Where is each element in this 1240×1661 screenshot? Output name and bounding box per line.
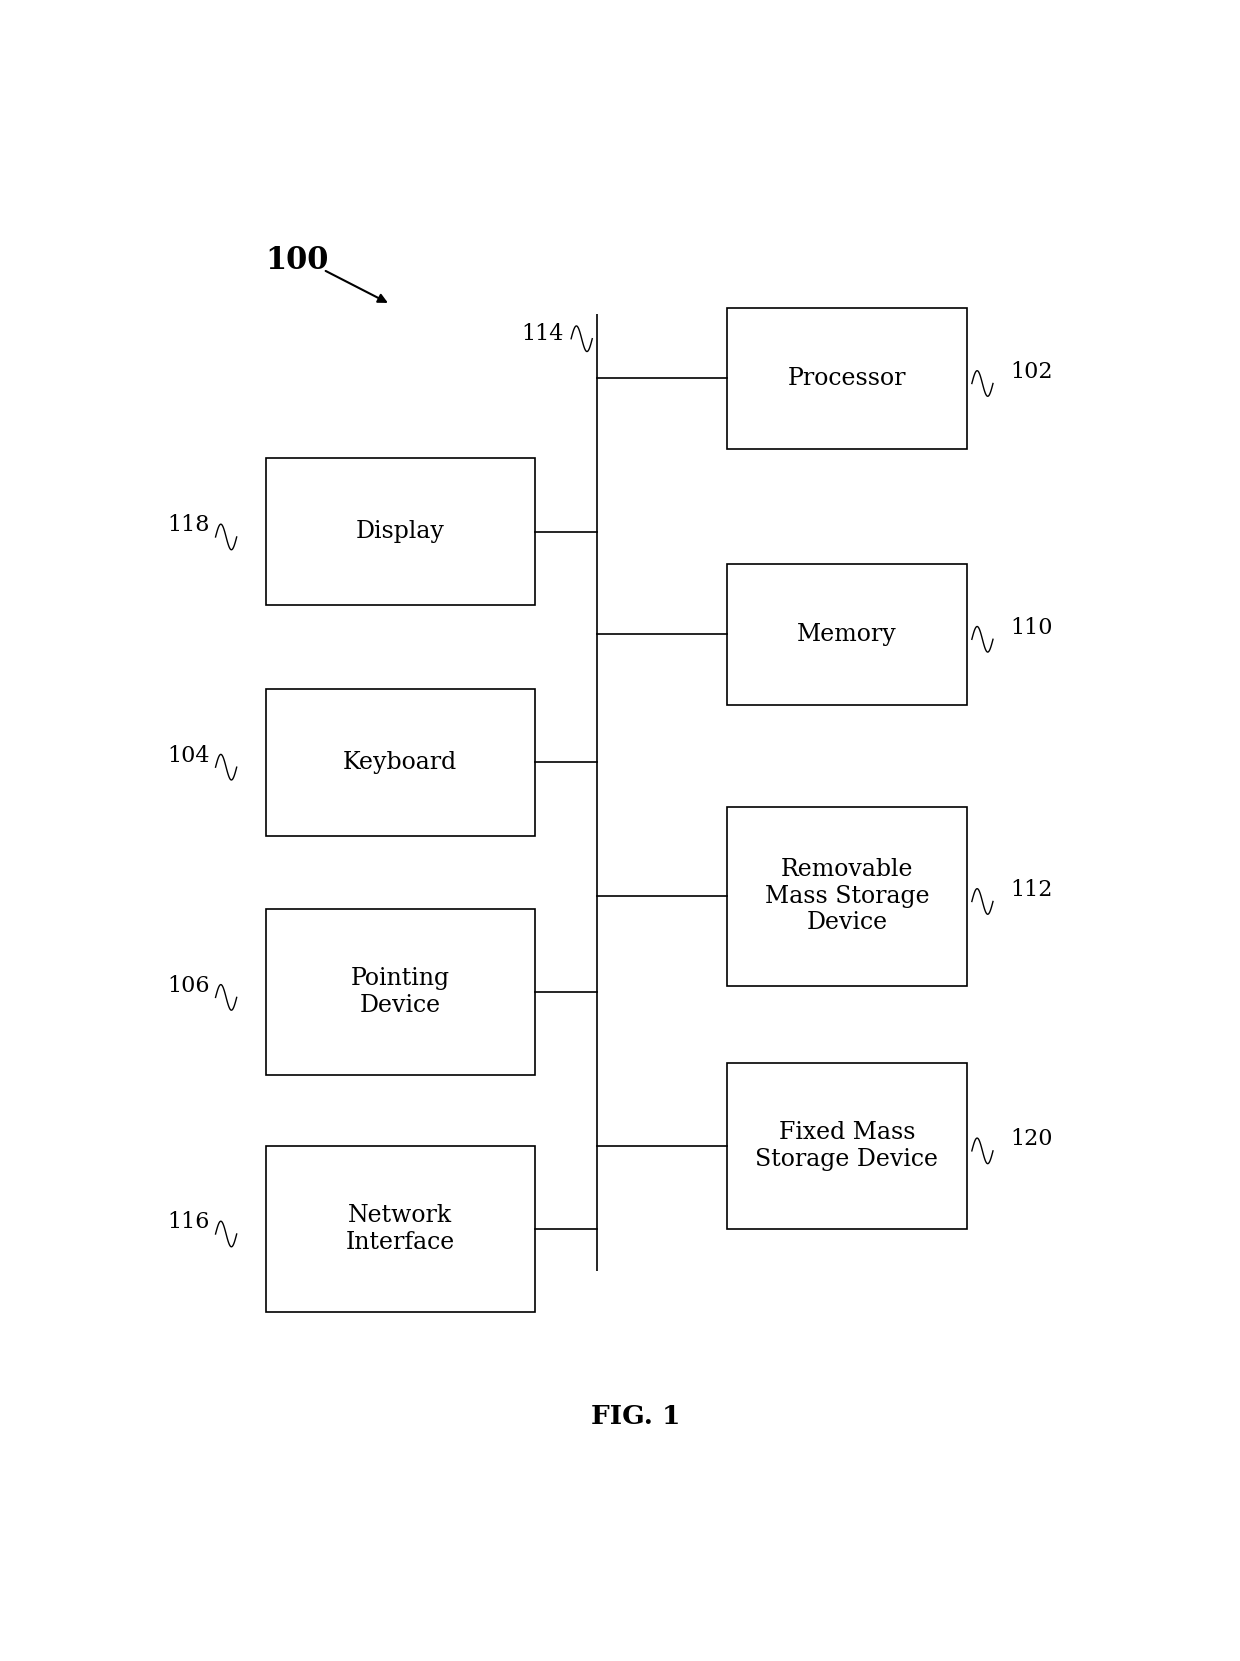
Bar (727, 307, 967, 448)
Text: Processor: Processor (787, 367, 906, 390)
Text: 104: 104 (167, 744, 210, 767)
Text: 114: 114 (521, 322, 563, 344)
Text: 106: 106 (167, 975, 210, 997)
Text: Memory: Memory (797, 623, 897, 646)
Bar (265, 689, 534, 835)
Text: 112: 112 (1011, 879, 1053, 900)
Text: 110: 110 (1011, 616, 1053, 639)
Text: Removable
Mass Storage
Device: Removable Mass Storage Device (765, 859, 929, 935)
Bar (265, 458, 534, 605)
Text: FIG. 1: FIG. 1 (590, 1405, 681, 1430)
Text: Network
Interface: Network Interface (346, 1204, 455, 1254)
Text: 118: 118 (167, 515, 210, 537)
Bar (265, 1146, 534, 1312)
Text: 102: 102 (1011, 360, 1053, 384)
Text: Display: Display (356, 520, 444, 543)
Bar (727, 563, 967, 704)
Text: 100: 100 (265, 246, 329, 276)
Text: Fixed Mass
Storage Device: Fixed Mass Storage Device (755, 1121, 939, 1171)
Text: 116: 116 (167, 1211, 210, 1234)
Bar (727, 1063, 967, 1229)
Text: Keyboard: Keyboard (343, 751, 458, 774)
Text: 120: 120 (1011, 1128, 1053, 1151)
Bar (265, 909, 534, 1075)
Text: Pointing
Device: Pointing Device (351, 967, 450, 1017)
Bar (727, 807, 967, 987)
